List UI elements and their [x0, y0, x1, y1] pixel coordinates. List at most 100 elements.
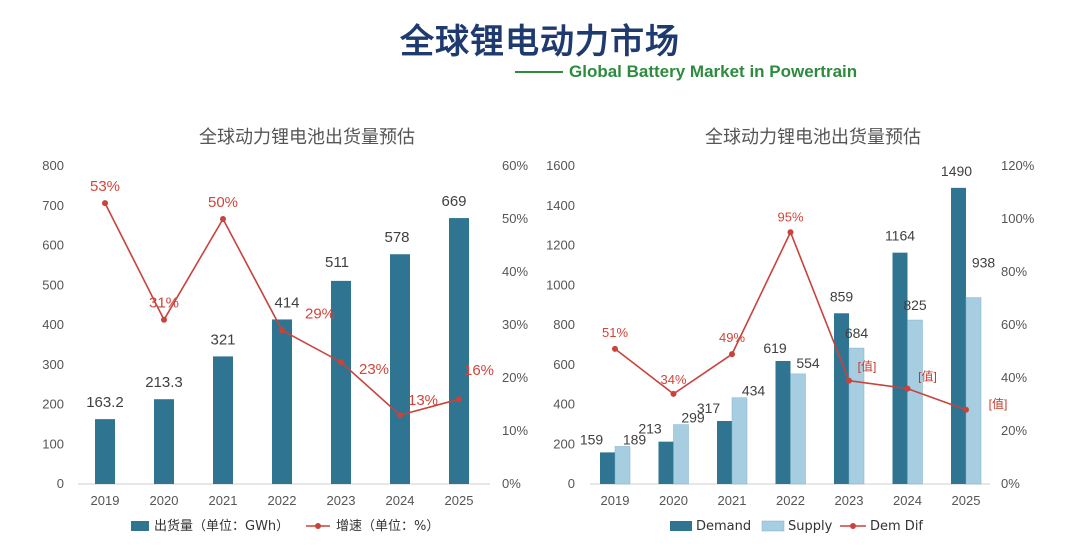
supply-value-label: 299: [681, 410, 705, 426]
growth-point: [397, 412, 403, 419]
right-axis-tick: 0%: [1001, 476, 1020, 491]
bar-supply: [731, 397, 748, 485]
supply-value-label: 825: [903, 297, 927, 313]
subtitle-group: Global Battery Market in Powertrain: [515, 62, 857, 82]
left-axis-tick: 100: [42, 436, 64, 451]
x-axis-tick: 2024: [893, 493, 922, 508]
bar-shipment: [390, 254, 410, 484]
left-axis-tick: 300: [42, 357, 64, 372]
bar-demand: [600, 452, 615, 484]
bar-value-label: 578: [384, 229, 409, 246]
bar-shipment: [213, 356, 233, 484]
growth-point: [220, 216, 226, 222]
bar-value-label: 414: [274, 294, 299, 311]
legend-swatch-demand: [670, 521, 692, 531]
legend-label-demand: Demand: [696, 519, 751, 534]
subtitle-accent-line: [515, 71, 563, 73]
dem-dif-label: [值]: [918, 369, 937, 384]
right-axis-tick: 0%: [502, 476, 521, 491]
demand-value-label: 213: [638, 421, 662, 437]
dem-dif-point: [787, 229, 794, 236]
bar-shipment: [272, 319, 292, 484]
dem-dif-label: 95%: [777, 209, 803, 224]
page-title: 全球锂电动力市场: [400, 22, 680, 62]
bar-demand: [892, 252, 908, 484]
left-axis-tick: 0: [57, 476, 64, 491]
dem-dif-label: 49%: [719, 330, 745, 345]
growth-label: 23%: [359, 361, 389, 378]
demand-value-label: 159: [580, 431, 604, 447]
left-axis-tick: 1400: [546, 198, 575, 213]
left-axis-tick: 1000: [546, 277, 575, 292]
x-axis-tick: 2025: [445, 493, 474, 508]
bar-supply: [965, 297, 982, 485]
growth-label: 13%: [408, 392, 438, 409]
growth-point: [456, 396, 462, 403]
growth-point: [161, 316, 167, 323]
left-axis-tick: 400: [553, 397, 575, 412]
growth-label: 31%: [149, 295, 179, 312]
right-axis-tick: 30%: [502, 317, 528, 332]
left-axis-tick: 0: [568, 476, 575, 491]
growth-label: 50%: [208, 194, 238, 211]
legend-label-growth: 增速（单位：%）: [336, 519, 439, 534]
demand-value-label: 619: [763, 340, 787, 356]
bar-shipment: [331, 280, 351, 484]
legend-marker-growth: [315, 523, 321, 529]
growth-label: 53%: [90, 178, 120, 195]
supply-value-label: 554: [796, 355, 820, 371]
growth-point: [279, 327, 285, 334]
bar-demand: [775, 360, 791, 484]
bar-shipment: [95, 419, 115, 484]
bar-supply: [790, 373, 806, 485]
dem-dif-label: [值]: [989, 396, 1008, 411]
x-axis-tick: 2023: [327, 493, 356, 508]
bar-demand: [658, 441, 674, 484]
x-axis-tick: 2021: [209, 493, 238, 508]
left-axis-tick: 700: [42, 198, 64, 213]
x-axis-tick: 2022: [776, 493, 805, 508]
dem-dif-label: 34%: [660, 372, 686, 387]
left-axis-tick: 600: [553, 357, 575, 372]
right-axis-tick: 10%: [502, 423, 528, 438]
demand-value-label: 1490: [941, 163, 972, 179]
demand-value-label: 1164: [885, 228, 915, 244]
right-axis-tick: 60%: [502, 158, 528, 173]
dem-dif-point: [904, 385, 911, 392]
shipment-growth-chart: 全球动力锂电池出货量预估 0 100 200 300 400 500 600 700 800 0% 1…: [42, 127, 528, 534]
dem-dif-point: [729, 351, 735, 358]
right-axis-tick: 120%: [1001, 158, 1035, 173]
left-axis-tick: 200: [42, 397, 64, 412]
left-axis-tick: 400: [42, 317, 64, 332]
legend-label-shipment: 出货量（单位：GWh）: [154, 518, 289, 534]
x-axis-tick: 2022: [268, 493, 297, 508]
left-axis-tick: 600: [42, 238, 64, 253]
right-axis-tick: 100%: [1001, 211, 1035, 226]
right-axis-tick: 20%: [1001, 423, 1027, 438]
supply-value-label: 938: [972, 255, 996, 271]
left-axis-tick: 500: [42, 277, 64, 292]
left-axis-tick: 1600: [546, 158, 575, 173]
demand-value-label: 317: [697, 400, 721, 416]
legend-marker-dem-dif: [850, 523, 856, 529]
legend-swatch-shipment: [131, 521, 149, 531]
bar-value-label: 213.3: [145, 374, 183, 391]
left-axis-tick: 800: [553, 317, 575, 332]
left-axis-tick: 1200: [546, 238, 575, 253]
bar-shipment: [449, 218, 469, 484]
dem-dif-label: 51%: [602, 325, 628, 340]
x-axis-tick: 2020: [659, 493, 688, 508]
dem-dif-point: [670, 390, 677, 397]
bar-demand: [834, 313, 849, 484]
x-axis-tick: 2024: [386, 493, 415, 508]
right-axis-tick: 80%: [1001, 264, 1027, 279]
dem-dif-point: [612, 345, 618, 352]
x-axis-tick: 2025: [952, 493, 981, 508]
x-axis-tick: 2020: [150, 493, 179, 508]
bar-demand: [717, 420, 732, 484]
supply-value-label: 189: [623, 431, 647, 447]
growth-label: 16%: [464, 362, 494, 379]
bar-supply: [673, 424, 689, 485]
right-axis-tick: 40%: [502, 264, 528, 279]
bar-value-label: 669: [441, 193, 466, 210]
